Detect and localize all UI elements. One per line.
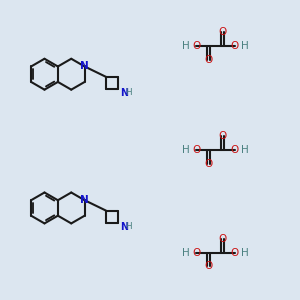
Text: O: O bbox=[192, 145, 200, 155]
Text: O: O bbox=[230, 145, 239, 155]
Text: O: O bbox=[230, 41, 239, 51]
Text: H: H bbox=[125, 222, 132, 231]
Text: H: H bbox=[242, 145, 249, 155]
Text: H: H bbox=[242, 41, 249, 51]
Text: H: H bbox=[242, 248, 249, 257]
Text: N: N bbox=[80, 61, 89, 71]
Text: H: H bbox=[125, 88, 132, 98]
Text: H: H bbox=[182, 145, 189, 155]
Text: O: O bbox=[205, 55, 213, 65]
Text: N: N bbox=[120, 88, 128, 98]
Text: O: O bbox=[205, 262, 213, 272]
Text: O: O bbox=[230, 248, 239, 257]
Text: H: H bbox=[182, 248, 189, 257]
Text: O: O bbox=[218, 234, 226, 244]
Text: O: O bbox=[218, 131, 226, 141]
Text: O: O bbox=[205, 159, 213, 169]
Text: H: H bbox=[182, 41, 189, 51]
Text: O: O bbox=[192, 248, 200, 257]
Text: O: O bbox=[192, 41, 200, 51]
Text: N: N bbox=[80, 195, 89, 205]
Text: N: N bbox=[120, 222, 128, 232]
Text: O: O bbox=[218, 27, 226, 37]
